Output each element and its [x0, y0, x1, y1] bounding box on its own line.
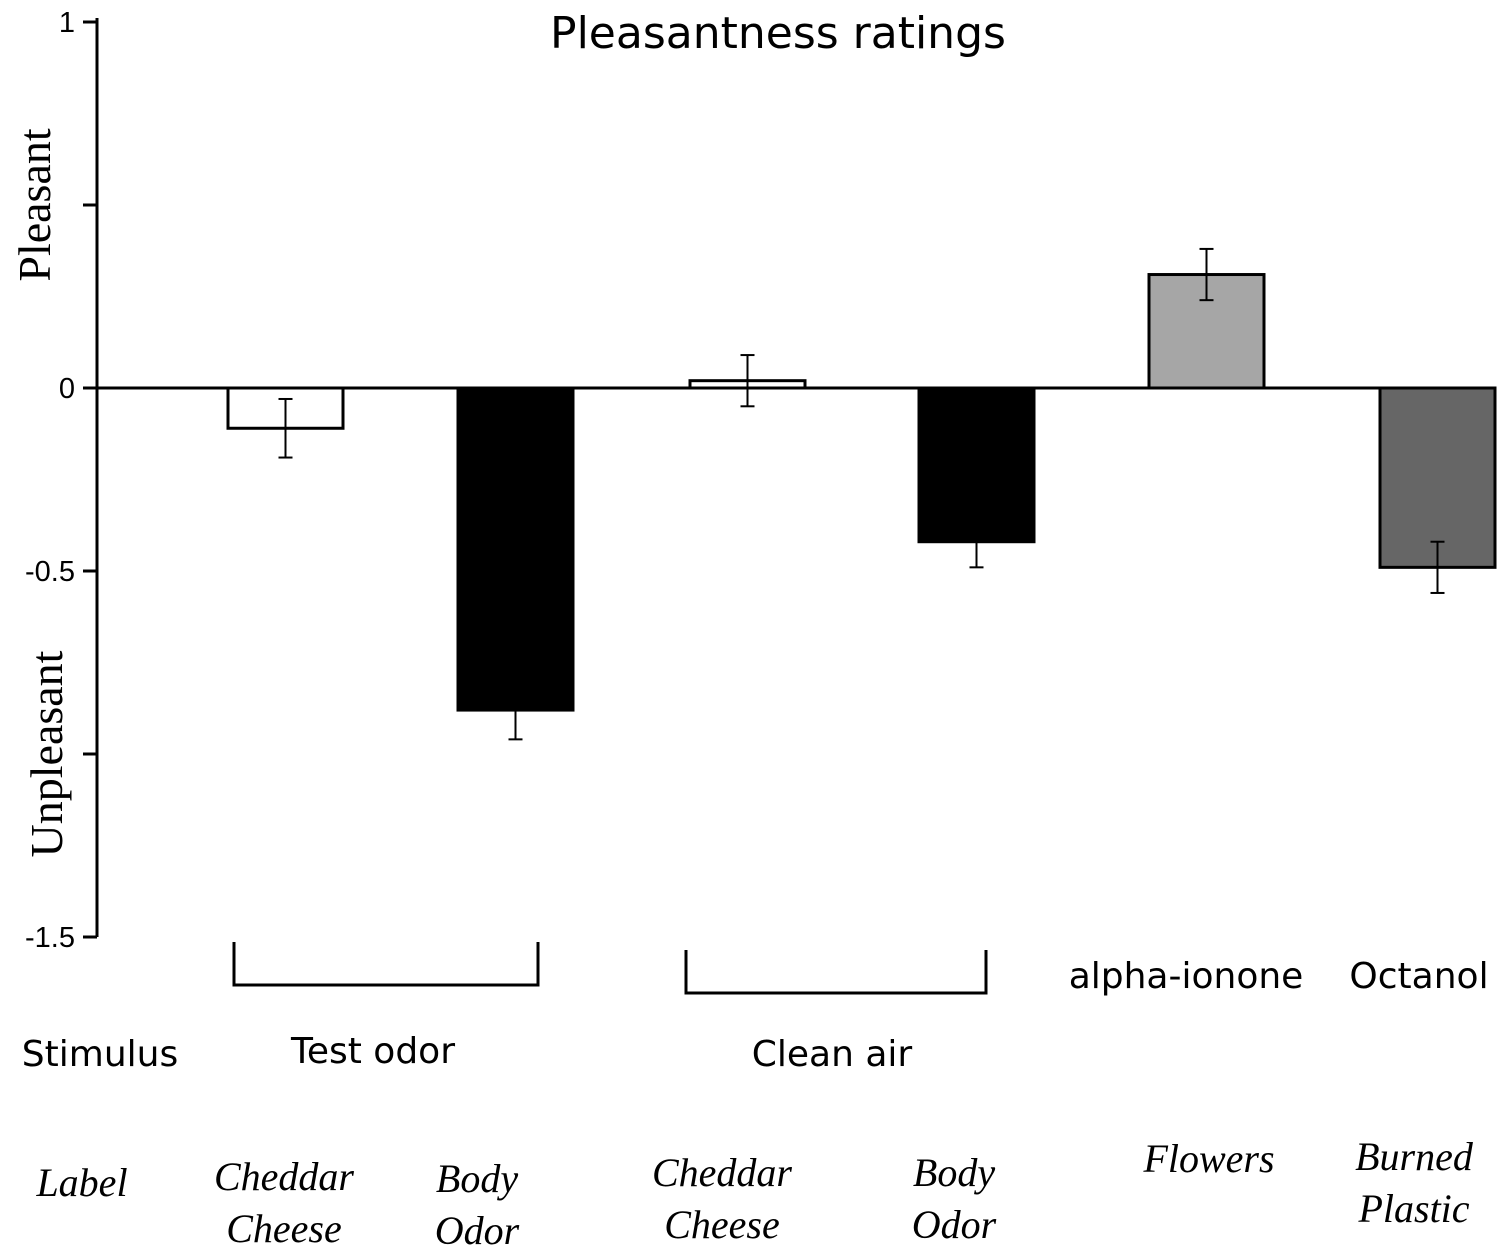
bar-series: [226, 247, 1497, 741]
y-tick-label: 0: [59, 373, 75, 405]
y-axis: 1 0 -0.5 -1.5 Pleasant Unpleasant: [9, 7, 99, 954]
bar: [1378, 386, 1497, 569]
stimulus-group-label: Test odor: [290, 1031, 455, 1072]
stimulus-group-label: alpha-ionone: [1069, 956, 1304, 997]
stimulus-group-label: Octanol: [1349, 956, 1488, 997]
group-bracket: [232, 942, 540, 987]
bar-category-label: Plastic: [1357, 1186, 1469, 1231]
bar-category-label: Cheddar: [652, 1150, 792, 1195]
bar-category-label: Odor: [912, 1202, 997, 1247]
y-tick-label: -1.5: [25, 922, 75, 954]
y-tick-label: -0.5: [25, 556, 75, 588]
bar-category-label: Odor: [435, 1208, 520, 1252]
y-tick-label: 1: [59, 7, 75, 39]
category-labels: Test odor Clean air alpha-ionone Octanol Sti…: [22, 942, 1489, 1252]
y-label-pleasant: Pleasant: [9, 128, 60, 282]
stimulus-group-label: Clean air: [752, 1034, 913, 1075]
chart-title: Pleasantness ratings: [550, 8, 1006, 59]
bar-category-label: Flowers: [1142, 1136, 1274, 1181]
bar-category-label: Body: [913, 1150, 995, 1195]
group-bracket: [684, 950, 988, 995]
bar: [456, 386, 575, 712]
bar-category-label: Body: [436, 1156, 518, 1201]
row-label-stimulus: Stimulus: [22, 1034, 178, 1075]
bar-category-label: Burned: [1355, 1134, 1474, 1179]
row-label-label: Label: [35, 1160, 127, 1205]
y-label-unpleasant: Unpleasant: [21, 650, 72, 857]
bar-category-label: Cheddar: [214, 1154, 354, 1199]
bar-category-label: Cheese: [664, 1202, 780, 1247]
bar-category-label: Cheese: [226, 1206, 342, 1251]
